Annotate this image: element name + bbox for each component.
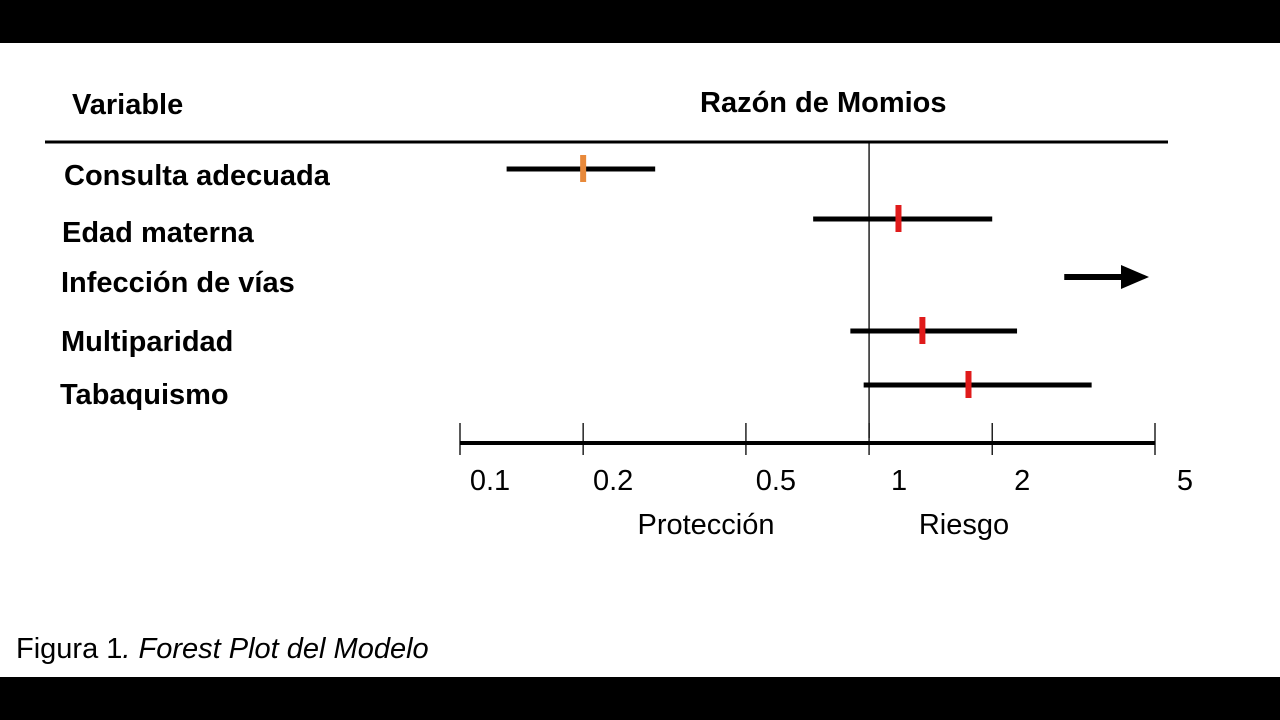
point-estimate [919, 317, 926, 344]
variable-column-header: Variable [72, 89, 184, 121]
figure-caption: Figura 1. Forest Plot del Modelo [16, 633, 429, 666]
variable-label: Consulta adecuada [64, 160, 330, 192]
variable-label: Infección de vías [61, 267, 295, 299]
region-label-risk: Riesgo [919, 509, 1009, 541]
x-tick-label: 5 [1177, 465, 1193, 497]
point-estimate [895, 205, 902, 232]
caption-italic: . Forest Plot del Modelo [122, 633, 429, 665]
region-label-protection: Protección [637, 509, 774, 541]
x-tick-label: 0.2 [593, 465, 633, 497]
variable-label: Multiparidad [61, 326, 234, 358]
odds-ratio-column-header: Razón de Momios [700, 87, 947, 119]
x-tick-label: 0.1 [470, 465, 510, 497]
variable-label: Tabaquismo [60, 379, 229, 411]
letterbox-bottom [0, 677, 1280, 720]
x-tick-label: 1 [891, 465, 907, 497]
letterbox-top [0, 0, 1280, 43]
caption-prefix: Figura 1 [16, 633, 123, 665]
x-tick-label: 0.5 [756, 465, 796, 497]
off-scale-arrow-head [1121, 265, 1149, 289]
point-estimate [965, 371, 972, 398]
variable-label: Edad materna [62, 217, 254, 249]
point-estimate [580, 155, 587, 182]
x-tick-label: 2 [1014, 465, 1030, 497]
